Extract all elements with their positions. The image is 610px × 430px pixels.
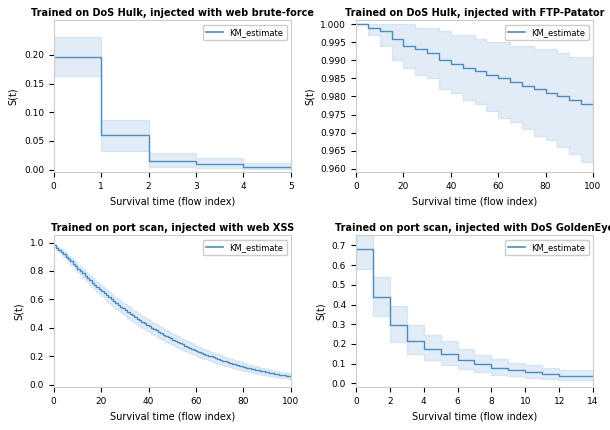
X-axis label: Survival time (flow index): Survival time (flow index) xyxy=(412,412,537,422)
Y-axis label: S(t): S(t) xyxy=(317,303,326,320)
Title: Trained on port scan, injected with DoS GoldenEye: Trained on port scan, injected with DoS … xyxy=(335,223,610,233)
X-axis label: Survival time (flow index): Survival time (flow index) xyxy=(110,412,235,422)
X-axis label: Survival time (flow index): Survival time (flow index) xyxy=(110,197,235,207)
Title: Trained on DoS Hulk, injected with FTP-Patator: Trained on DoS Hulk, injected with FTP-P… xyxy=(345,8,605,18)
Title: Trained on port scan, injected with web XSS: Trained on port scan, injected with web … xyxy=(51,223,294,233)
Y-axis label: S(t): S(t) xyxy=(14,303,24,320)
Legend: KM_estimate: KM_estimate xyxy=(505,25,589,40)
Y-axis label: S(t): S(t) xyxy=(305,88,315,105)
Title: Trained on DoS Hulk, injected with web brute-force: Trained on DoS Hulk, injected with web b… xyxy=(30,8,314,18)
Legend: KM_estimate: KM_estimate xyxy=(203,240,287,255)
X-axis label: Survival time (flow index): Survival time (flow index) xyxy=(412,197,537,207)
Legend: KM_estimate: KM_estimate xyxy=(505,240,589,255)
Y-axis label: S(t): S(t) xyxy=(9,88,18,105)
Legend: KM_estimate: KM_estimate xyxy=(203,25,287,40)
